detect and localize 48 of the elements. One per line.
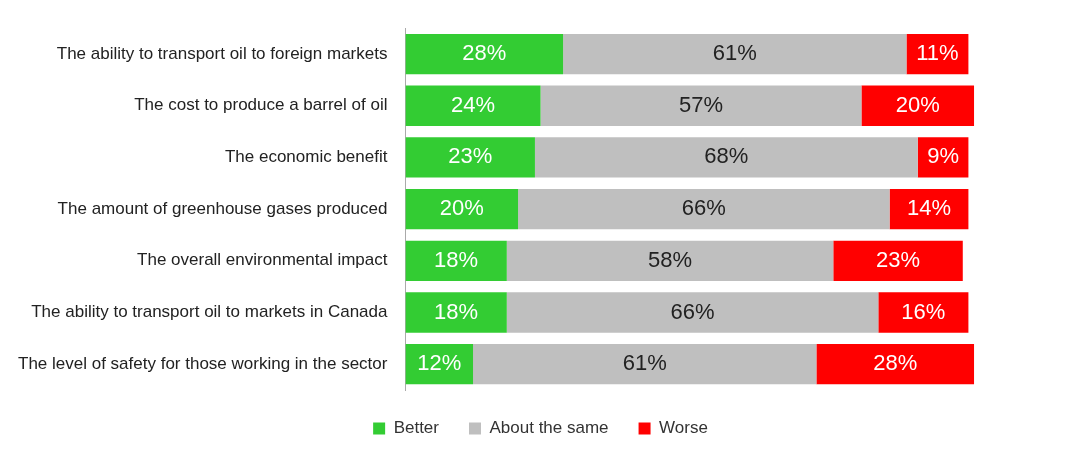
data-label: 9% — [927, 143, 959, 169]
data-label: 11% — [916, 40, 959, 66]
bar — [518, 188, 890, 230]
bar — [405, 85, 541, 126]
bar — [816, 344, 975, 385]
data-label: 12% — [417, 350, 462, 376]
y-tick-label: The ability to transport oil to foreign markets — [56, 43, 388, 63]
data-label: 16% — [901, 298, 946, 324]
bar — [861, 85, 975, 126]
bar — [405, 240, 507, 281]
data-label: 61% — [712, 40, 757, 66]
bar — [540, 85, 862, 126]
bar — [506, 292, 879, 333]
bar — [506, 240, 834, 281]
bar — [405, 188, 519, 230]
y-tick-label: The amount of greenhouse gases produced — [57, 198, 388, 218]
bar — [473, 344, 817, 385]
y-tick-label: The level of safety for those working in the sector — [17, 353, 388, 373]
data-label: 68% — [704, 143, 749, 169]
data-label: 66% — [670, 298, 715, 324]
y-tick-label: The ability to transport oil to markets in Canada — [31, 302, 388, 322]
bar — [878, 292, 969, 333]
bar — [405, 137, 535, 178]
data-label: 57% — [678, 91, 724, 117]
data-label: 20% — [895, 91, 940, 117]
data-label: 58% — [648, 246, 693, 272]
data-label: 28% — [462, 40, 507, 66]
data-label: 61% — [622, 350, 667, 376]
data-label: 23% — [448, 143, 493, 169]
legend-label: Better — [393, 418, 440, 438]
data-label: 14% — [906, 195, 952, 221]
legend-label: About the same — [489, 418, 609, 438]
bar — [405, 292, 507, 333]
bar — [405, 33, 564, 75]
bar — [534, 137, 918, 178]
bar — [833, 240, 963, 281]
data-label: 23% — [876, 246, 921, 272]
y-tick-label: The economic benefit — [224, 147, 388, 167]
data-label: 18% — [434, 298, 479, 324]
legend-label: Worse — [659, 418, 708, 438]
data-label: 24% — [450, 91, 496, 117]
bar — [563, 33, 907, 75]
data-label: 20% — [439, 195, 484, 221]
y-tick-label: The overall environmental impact — [137, 250, 388, 270]
y-tick-label: The cost to produce a barrel of oil — [134, 95, 388, 115]
data-label: 28% — [873, 350, 918, 376]
data-label: 66% — [681, 195, 726, 221]
data-label: 18% — [434, 246, 479, 272]
